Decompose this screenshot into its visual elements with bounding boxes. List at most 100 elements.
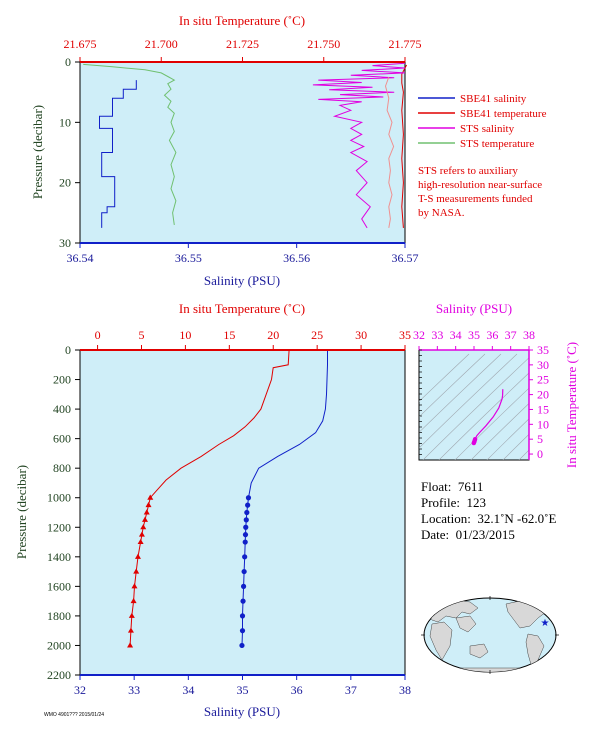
near-surface-top-tick-label: 21.700 — [145, 37, 178, 51]
note-line: high-resolution near-surface — [418, 179, 542, 191]
ts-right-tick-label: 20 — [537, 388, 549, 402]
salinity-marker — [244, 509, 250, 516]
temperature-marker — [147, 494, 154, 500]
density-contour — [454, 387, 529, 460]
near-surface-top-tick-label: 21.775 — [389, 37, 422, 51]
full-profile-top-tick-label: 35 — [399, 328, 411, 342]
float-label: Float: — [421, 479, 452, 494]
full-profile-y-tick-label: 1600 — [47, 579, 71, 593]
near-surface-y-tick-label: 20 — [59, 176, 71, 190]
full-profile-bottom-tick-label: 34 — [182, 683, 194, 697]
ts-right-tick-label: 10 — [537, 417, 549, 431]
density-contour — [502, 433, 529, 460]
date-label: Date: — [421, 527, 450, 542]
density-contour — [419, 353, 518, 449]
ts-right-tick-label: 5 — [537, 432, 543, 446]
profile-value: 123 — [466, 495, 487, 510]
salinity-marker — [239, 628, 246, 634]
near-surface-line-3 — [83, 63, 177, 225]
full-profile-bottom-tick-label: 33 — [128, 683, 140, 697]
legend-label: STS temperature — [460, 138, 534, 150]
full-profile-y-tick-label: 2000 — [47, 638, 71, 652]
density-contour — [486, 418, 529, 460]
near-surface-top-axis-label: In situ Temperature (˚C) — [179, 13, 305, 28]
near-surface-y-tick-label: 0 — [65, 55, 71, 69]
full-profile-bottom-tick-label: 35 — [237, 683, 249, 697]
date-value: 01/23/2015 — [455, 527, 515, 542]
full-profile-top-axis-label: In situ Temperature (˚C) — [179, 301, 305, 316]
full-profile-bottom-axis-label: Salinity (PSU) — [204, 704, 280, 719]
full-profile-top-tick-label: 30 — [355, 328, 367, 342]
ts-top-tick-label: 33 — [431, 328, 443, 342]
float-value: 7611 — [457, 479, 484, 494]
temperature-marker — [145, 501, 152, 508]
full-profile-series — [127, 349, 328, 649]
temperature-marker — [143, 509, 150, 515]
near-surface-bottom-tick-label: 36.55 — [175, 251, 202, 265]
legend-label: STS salinity — [460, 123, 515, 135]
location-label: Location: — [421, 511, 471, 526]
near-surface-left-axis-label: Pressure (decibar) — [30, 105, 45, 199]
near-surface-top-tick-label: 21.725 — [226, 37, 259, 51]
full-profile-y-tick-label: 0 — [65, 343, 71, 357]
near-surface-y-tick-label: 10 — [59, 115, 71, 129]
temperature-marker — [127, 627, 134, 633]
density-contour — [419, 353, 486, 418]
near-surface-bottom-tick-label: 36.57 — [392, 251, 419, 265]
location-value: 32.1˚N -62.0˚E — [477, 511, 557, 526]
temperature-marker — [137, 538, 144, 545]
temperature-marker — [128, 612, 135, 618]
ts-right-tick-label: 0 — [537, 447, 543, 461]
full-profile-top-tick-label: 15 — [223, 328, 235, 342]
full-profile-bottom-tick-label: 36 — [291, 683, 303, 697]
date-row: Date: 01/23/2015 — [421, 527, 556, 543]
full-profile-y-tick-label: 1800 — [47, 609, 71, 623]
temperature-marker — [140, 524, 147, 530]
density-contour — [518, 449, 529, 460]
near-surface-series — [83, 62, 408, 229]
float-info: Float: 7611 Profile: 123 Location: 32.1˚… — [421, 479, 556, 543]
full-profile-y-tick-label: 2200 — [47, 668, 71, 682]
density-contour — [438, 372, 529, 460]
map-graticule — [421, 596, 559, 674]
note-line: STS refers to auxiliary — [418, 165, 518, 177]
full-profile-left-axis-label: Pressure (decibar) — [14, 465, 29, 559]
full-profile-panel: 0 5 10 15 20 25 30 35 32 33 34 35 36 37 38 0 200 400 600 80… — [14, 301, 411, 719]
ts-right-tick-label: 15 — [537, 402, 549, 416]
temperature-marker — [134, 553, 141, 559]
ts-top-tick-label: 38 — [523, 328, 535, 342]
footer-id: WMO 4901??? 2015/01/24 — [44, 712, 105, 718]
full-profile-y-tick-label: 1200 — [47, 520, 71, 534]
near-surface-top-tick-label: 21.750 — [307, 37, 340, 51]
near-surface-y-tick-label: 30 — [59, 236, 71, 250]
near-surface-axes: 21.675 21.700 21.725 21.750 21.775 36.54 36.55… — [59, 37, 422, 265]
ts-right-axis-label: In situ Temperature (˚C) — [564, 342, 579, 468]
salinity-marker — [245, 495, 252, 501]
ts-top-tick-label: 36 — [486, 328, 498, 342]
map-land-africa — [429, 621, 453, 661]
float-location-star-icon: ★ — [541, 618, 550, 629]
ts-right-tick-label: 25 — [537, 373, 549, 387]
salinity-marker — [240, 583, 247, 589]
salinity-marker — [243, 524, 249, 530]
map-land-australia — [469, 643, 489, 659]
full-profile-top-tick-label: 25 — [311, 328, 323, 342]
salinity-marker — [242, 554, 248, 560]
ts-right-tick-label: 35 — [537, 343, 549, 357]
salinity-marker — [243, 517, 249, 523]
full-profile-y-tick-label: 200 — [53, 373, 71, 387]
near-surface-bottom-axis-label: Salinity (PSU) — [204, 273, 280, 288]
near-surface-note: STS refers to auxiliary high-resolution n… — [418, 165, 542, 219]
near-surface-line-0 — [99, 80, 137, 228]
near-surface-panel: 21.675 21.700 21.725 21.750 21.775 36.54 36.55… — [30, 13, 547, 288]
salinity-marker — [239, 642, 245, 649]
temperature-marker — [138, 531, 145, 537]
full-profile-top-tick-label: 5 — [138, 328, 144, 342]
ts-top-tick-label: 35 — [468, 328, 480, 342]
ts-top-tick-label: 32 — [413, 328, 425, 342]
near-surface-top-tick-label: 21.675 — [64, 37, 97, 51]
location-row: Location: 32.1˚N -62.0˚E — [421, 511, 556, 527]
full-profile-y-tick-label: 1400 — [47, 550, 71, 564]
